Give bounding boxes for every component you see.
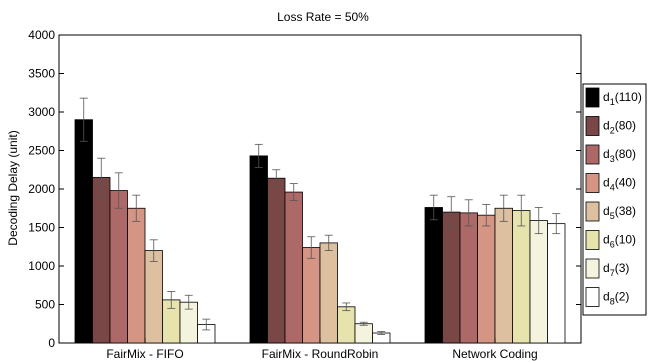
y-tick-label: 0: [48, 336, 55, 350]
legend-label-d4: d4(40): [603, 176, 636, 193]
y-tick-label: 2500: [28, 144, 55, 158]
bar-d3-3: [459, 212, 478, 344]
bar-d4-3: [477, 214, 496, 344]
legend-swatch-d2: [585, 116, 600, 136]
chart-title: Loss Rate = 50%: [277, 10, 369, 24]
legend: d1(110) d2(80) d3(80) d4(40) d5(38) d6(10) d7(…: [582, 83, 647, 316]
legend-label-d1: d1(110): [603, 90, 642, 107]
bar-d3-1: [109, 190, 128, 344]
bar-d3-2: [284, 191, 303, 344]
bar-d6-3: [512, 210, 531, 344]
bar-d2-3: [442, 211, 461, 344]
legend-swatch-d6: [585, 230, 600, 250]
bar-d5-1: [144, 250, 163, 344]
bar-d2-2: [267, 177, 286, 344]
y-axis-label: Decoding Delay (unit): [6, 130, 20, 245]
bar-d8-3: [547, 223, 566, 344]
bar-d4-1: [127, 207, 146, 344]
bar-d1-2: [249, 155, 268, 344]
x-tick-label: Network Coding: [452, 347, 537, 361]
legend-label-d7: d7(3): [603, 261, 629, 278]
y-tick-label: 1000: [28, 259, 55, 273]
bar-d6-2: [337, 306, 356, 344]
y-tick-label: 1500: [28, 221, 55, 235]
legend-label-d3: d3(80): [603, 147, 636, 164]
legend-swatch-d7: [585, 258, 600, 279]
legend-swatch-d3: [585, 144, 600, 165]
bar-d4-2: [302, 247, 321, 344]
legend-swatch-d1: [585, 87, 600, 108]
bar-d7-3: [529, 220, 548, 344]
y-tick-label: 2000: [28, 182, 55, 196]
bar-d5-3: [494, 207, 513, 344]
y-tick-label: 3500: [28, 67, 55, 81]
y-tick-label: 3000: [28, 105, 55, 119]
bar-d1-1: [74, 119, 93, 344]
legend-label-d8: d8(2): [603, 290, 629, 307]
x-tick-label: FairMix - RoundRobin: [262, 347, 379, 361]
legend-swatch-d4: [585, 173, 600, 193]
legend-swatch-d8: [585, 287, 600, 307]
y-tick-label: 4000: [28, 28, 55, 42]
x-tick-label: FairMix - FIFO: [106, 347, 183, 361]
y-tick-label: 500: [35, 298, 55, 312]
legend-label-d5: d5(38): [603, 204, 636, 221]
bar-d5-2: [319, 242, 338, 344]
bar-d1-3: [424, 207, 443, 344]
bar-d2-1: [92, 177, 111, 344]
bar-d7-2: [354, 323, 373, 344]
legend-label-d2: d2(80): [603, 119, 636, 136]
legend-label-d6: d6(10): [603, 233, 636, 250]
plot-area: 0 500 1000 1500 2000 2500 3000 3500 4000 FairMix …: [28, 28, 582, 361]
legend-swatch-d5: [585, 201, 600, 222]
